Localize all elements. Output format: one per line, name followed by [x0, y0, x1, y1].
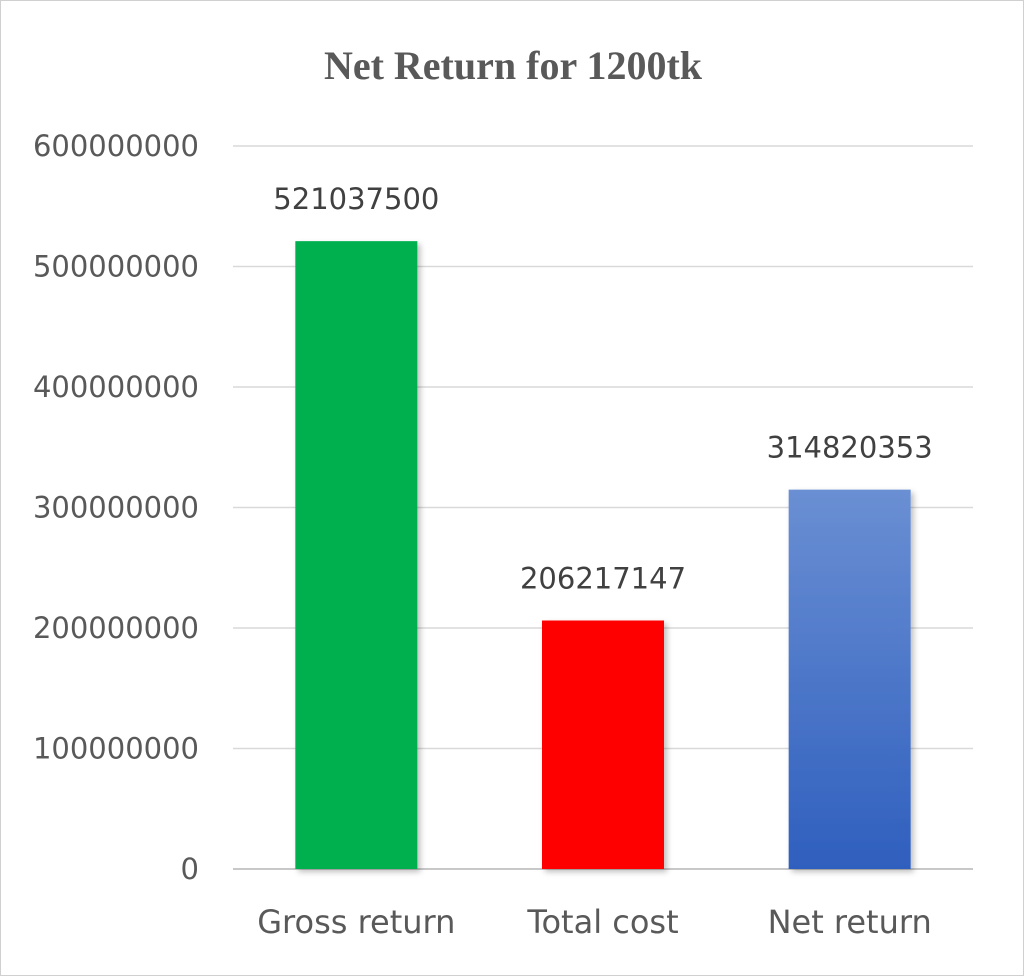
- data-labels: 521037500 206217147 314820353: [273, 182, 932, 595]
- x-category-label: Net return: [768, 903, 932, 941]
- chart-title: Net Return for 1200tk: [324, 43, 703, 88]
- y-axis-tick-labels: 0 100000000 200000000 300000000 400000000 500…: [33, 129, 199, 886]
- y-tick-label: 200000000: [33, 611, 199, 645]
- y-tick-label: 500000000: [33, 250, 199, 284]
- x-category-label: Total cost: [526, 903, 678, 941]
- x-category-label: Gross return: [257, 903, 455, 941]
- bar-total-cost: [542, 620, 664, 869]
- data-label: 314820353: [767, 431, 933, 465]
- y-tick-label: 600000000: [33, 129, 199, 163]
- y-tick-label: 400000000: [33, 370, 199, 404]
- y-tick-label: 0: [181, 852, 199, 886]
- bar-gross-return: [295, 241, 418, 870]
- data-label: 206217147: [520, 562, 686, 596]
- y-tick-label: 300000000: [33, 491, 199, 525]
- x-axis-category-labels: Gross return Total cost Net return: [257, 903, 932, 941]
- y-tick-label: 100000000: [33, 732, 199, 766]
- bar-net-return: [788, 489, 911, 869]
- bars: [295, 241, 911, 870]
- data-label: 521037500: [273, 182, 439, 216]
